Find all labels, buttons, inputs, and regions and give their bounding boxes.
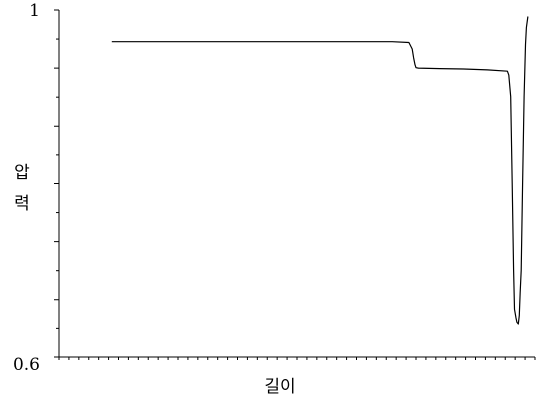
- y-tick-label: 0.6: [13, 355, 40, 375]
- x-axis-title: 길이: [264, 377, 295, 397]
- tick-labels: 10.6: [13, 1, 40, 375]
- y-major-ticks: [54, 9, 59, 358]
- y-axis-title-char-1: 압: [14, 163, 30, 183]
- plot-series: [111, 16, 529, 325]
- series-line-1: [111, 16, 529, 325]
- y-axis-title-char-2: 력: [14, 194, 30, 214]
- minor-ticks: [56, 38, 536, 360]
- y-tick-label: 1: [29, 1, 40, 21]
